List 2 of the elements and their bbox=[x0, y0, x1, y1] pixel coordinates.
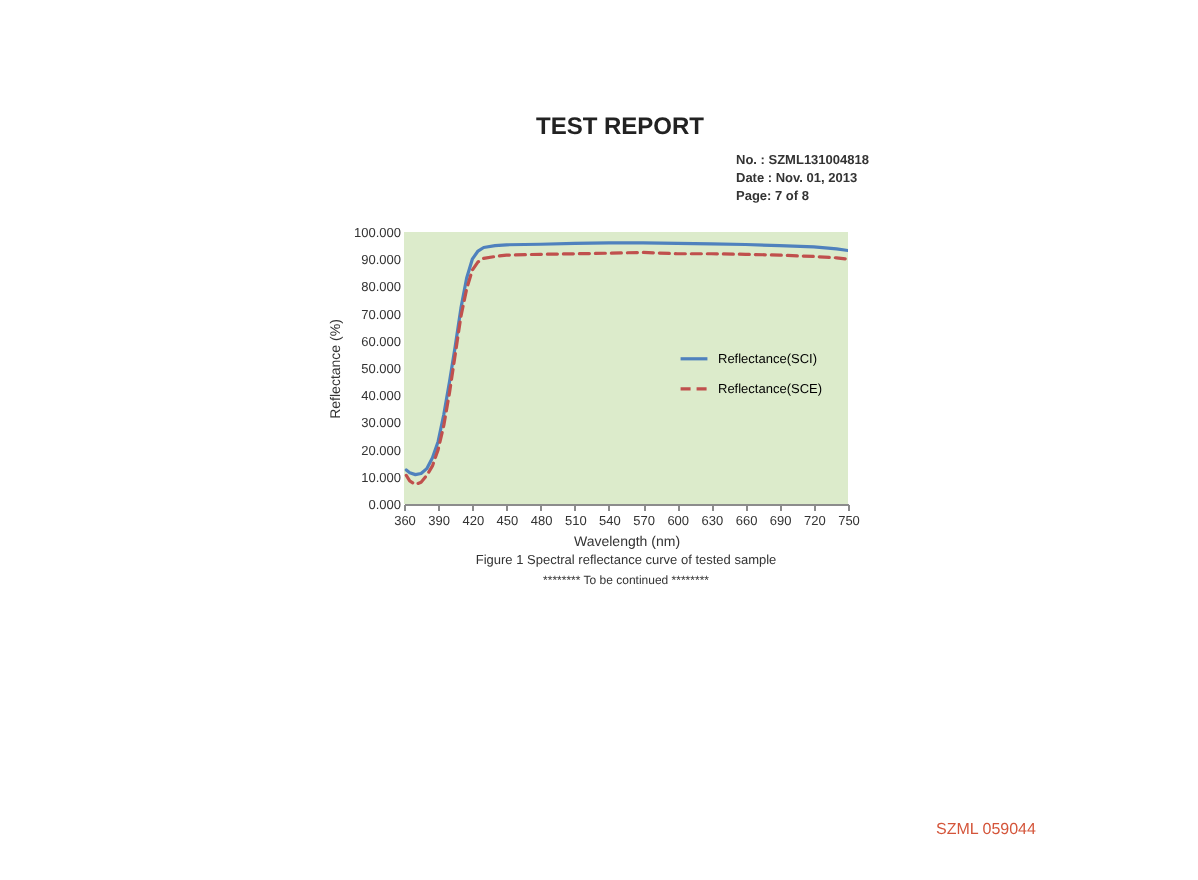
text: TEST REPORT bbox=[536, 112, 706, 140]
text: SZML 059044 bbox=[936, 820, 1038, 838]
